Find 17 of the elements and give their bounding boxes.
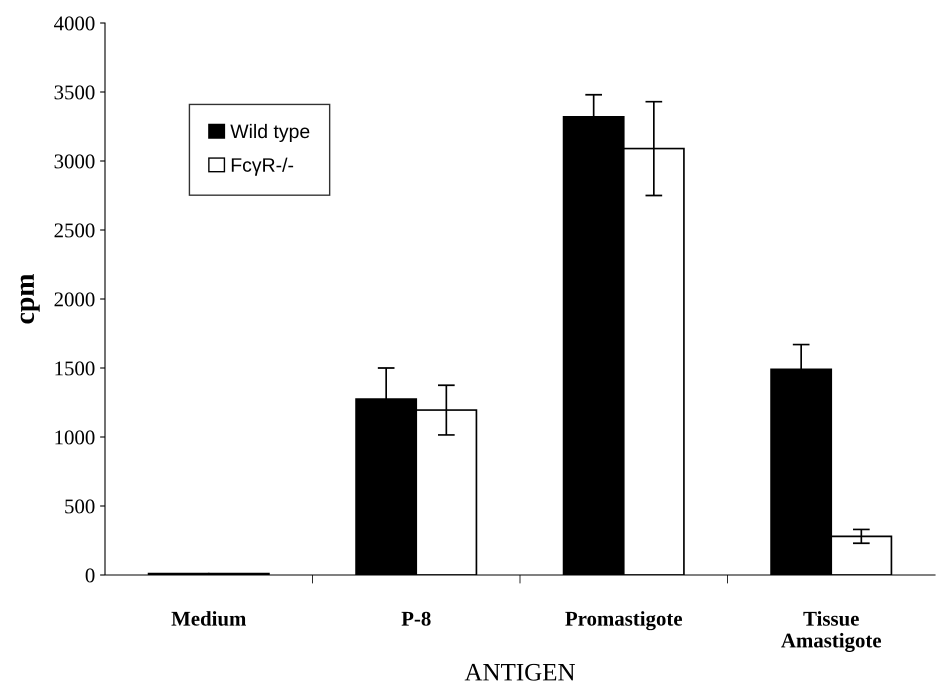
x-axis-title: ANTIGEN — [464, 664, 575, 681]
y-tick-label: 2000 — [54, 292, 94, 306]
y-tick-label: 1000 — [55, 430, 94, 444]
x-tick-label: Medium — [171, 611, 246, 626]
y-tick-label: 4000 — [54, 16, 94, 30]
y-tick-label: 3500 — [54, 85, 94, 100]
y-tick-label: 0 — [86, 568, 94, 582]
legend-label: FcγR-/- — [232, 158, 294, 176]
legend-label: Wild type — [230, 124, 310, 142]
x-tick-label: Promastigote — [565, 611, 682, 630]
y-tick-label: 1500 — [55, 361, 94, 376]
y-tick-label: 500 — [65, 499, 94, 514]
y-tick-label: 2500 — [54, 223, 94, 238]
y-tick-label: 3000 — [54, 154, 94, 168]
y-axis-title: cpm — [20, 274, 40, 324]
x-tick-label: Tissue Amastigote — [781, 611, 882, 652]
x-tick-label: P-8 — [402, 612, 431, 626]
